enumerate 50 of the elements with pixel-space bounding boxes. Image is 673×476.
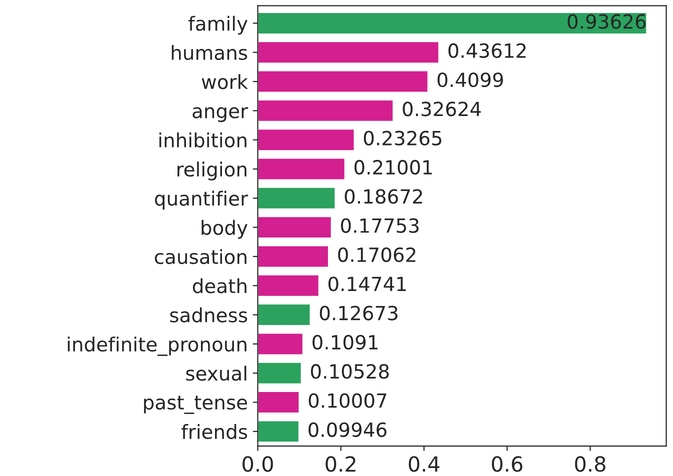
- y-tick-label: anger: [192, 107, 248, 122]
- bar: [258, 303, 312, 326]
- data-label: 0.14741: [328, 276, 406, 292]
- y-tick-label: religion: [178, 162, 246, 180]
- y-tick-label: work: [202, 74, 248, 90]
- data-label: 0.23265: [364, 130, 442, 146]
- x-tick-label: 0.4: [408, 456, 440, 472]
- data-label: 0.4099: [438, 72, 503, 88]
- data-label: 0.10007: [308, 393, 386, 408]
- bar: [258, 70, 429, 94]
- y-tick-label: friends: [181, 424, 248, 440]
- data-label: 0.21001: [354, 160, 432, 175]
- data-label: 0.32624: [402, 102, 481, 116]
- y-tick-label: sexual: [186, 366, 246, 381]
- y-tick-label: past_tense: [144, 396, 248, 414]
- data-label: 0.43612: [448, 43, 526, 58]
- bar: [258, 390, 300, 414]
- bar: [258, 332, 304, 356]
- y-tick-label: family: [188, 16, 248, 35]
- data-label: 0.1091: [312, 334, 378, 350]
- x-tick-label: 0.8: [575, 456, 606, 472]
- y-tick-label: sadness: [170, 307, 248, 322]
- bar: [258, 99, 394, 122]
- bar: [258, 361, 302, 385]
- bar: [258, 420, 300, 444]
- y-tick-label: death: [192, 278, 246, 294]
- y-tick-label: inhibition: [159, 132, 246, 148]
- data-label: 0.10528: [310, 364, 389, 379]
- data-label: 0.09946: [308, 422, 386, 438]
- data-label: 0.12673: [320, 306, 398, 320]
- x-tick-label: 0.0: [242, 456, 273, 472]
- data-label: 0.17062: [338, 247, 416, 262]
- y-tick-label: quantifier: [154, 190, 248, 210]
- x-tick-label: 0.2: [326, 456, 356, 472]
- x-tick-label: 0.6: [492, 456, 522, 472]
- data-label: 0.17753: [340, 218, 419, 233]
- data-label: 0.18672: [344, 189, 422, 204]
- bar: [258, 244, 330, 268]
- y-tick-label: humans: [172, 44, 248, 60]
- bar: [258, 128, 356, 152]
- bar: [258, 40, 440, 64]
- y-tick-label: causation: [154, 249, 246, 264]
- bar: [258, 216, 332, 239]
- data-label: 0.93626: [568, 14, 646, 29]
- y-tick-label: indefinite_pronoun: [68, 336, 246, 356]
- y-tick-label: body: [202, 220, 248, 239]
- bar: [258, 12, 648, 35]
- bar: [258, 157, 346, 181]
- bar: [258, 186, 336, 210]
- bar: [258, 274, 320, 298]
